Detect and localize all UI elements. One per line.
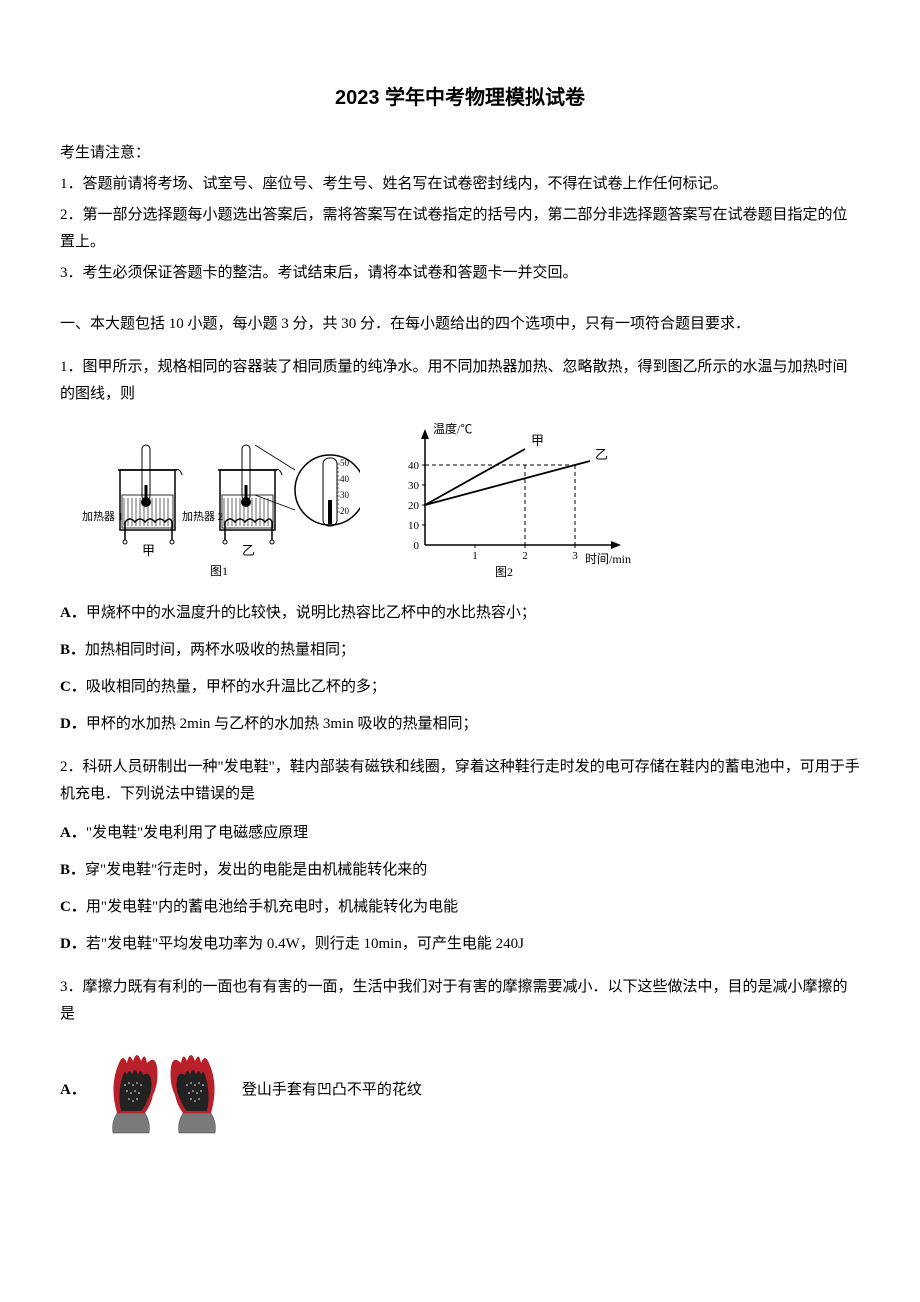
svg-text:30: 30 — [340, 490, 350, 500]
figure-2-chart: 温度/℃ 时间/min 0 10 20 30 40 — [380, 420, 640, 580]
beaker2-label: 乙 — [242, 543, 255, 558]
q3-option-a-label: A． — [60, 1077, 86, 1104]
chart-line1-label: 甲 — [531, 433, 544, 448]
svg-text:40: 40 — [340, 474, 350, 484]
q1-option-a: A．甲烧杯中的水温度升的比较快，说明比热容比乙杯中的水比热容小； — [60, 600, 860, 627]
q1-option-d: D．甲杯的水加热 2min 与乙杯的水加热 3min 吸收的热量相同； — [60, 711, 860, 738]
q2-option-d: D．若"发电鞋"平均发电功率为 0.4W，则行走 10min，可产生电能 240… — [60, 931, 860, 958]
chart-line2-label: 乙 — [595, 447, 608, 462]
figure-1-icon: 加热器 1 甲 — [80, 430, 360, 580]
svg-text:3: 3 — [572, 550, 578, 562]
svg-text:20: 20 — [340, 506, 350, 516]
notice-2: 2．第一部分选择题每小题选出答案后，需将答案写在试卷指定的括号内，第二部分非选择… — [60, 202, 860, 256]
svg-text:20: 20 — [408, 500, 420, 512]
section-1-header: 一、本大题包括 10 小题，每小题 3 分，共 30 分．在每小题给出的四个选项… — [60, 311, 860, 338]
question-3: 3．摩擦力既有有利的一面也有有害的一面，生活中我们对于有害的摩擦需要减小．以下这… — [60, 974, 860, 1140]
q2-text: 2．科研人员研制出一种"发电鞋"，鞋内部装有磁铁和线圈，穿着这种鞋行走时发的电可… — [60, 754, 860, 808]
q1-option-b: B．加热相同时间，两杯水吸收的热量相同； — [60, 637, 860, 664]
chart-x-label: 时间/min — [585, 552, 631, 566]
q3-option-a: A． — [60, 1040, 860, 1140]
q1-text: 1．图甲所示，规格相同的容器装了相同质量的纯净水。用不同加热器加热、忽略散热，得… — [60, 354, 860, 408]
q3-text: 3．摩擦力既有有利的一面也有有害的一面，生活中我们对于有害的摩擦需要减小．以下这… — [60, 974, 860, 1028]
svg-text:2: 2 — [522, 550, 528, 562]
notice-header: 考生请注意： — [60, 140, 860, 167]
heater1-label: 加热器 1 — [82, 510, 123, 523]
page-title: 2023 学年中考物理模拟试卷 — [60, 80, 860, 116]
q2-option-a: A．"发电鞋"发电利用了电磁感应原理 — [60, 820, 860, 847]
chart-y-label: 温度/℃ — [433, 421, 472, 436]
question-1: 1．图甲所示，规格相同的容器装了相同质量的纯净水。用不同加热器加热、忽略散热，得… — [60, 354, 860, 738]
beaker1-label: 甲 — [142, 543, 155, 558]
notice-1: 1．答题前请将考场、试室号、座位号、考生号、姓名写在试卷密封线内，不得在试卷上作… — [60, 171, 860, 198]
svg-text:0: 0 — [414, 540, 420, 552]
q1-option-c: C．吸收相同的热量，甲杯的水升温比乙杯的多； — [60, 674, 860, 701]
svg-text:10: 10 — [408, 520, 420, 532]
q1-figures: 加热器 1 甲 — [80, 420, 860, 580]
q2-option-b: B．穿"发电鞋"行走时，发出的电能是由机械能转化来的 — [60, 857, 860, 884]
heater2-label: 加热器 2 — [182, 510, 223, 523]
gloves-icon — [94, 1040, 234, 1140]
q2-option-c: C．用"发电鞋"内的蓄电池给手机充电时，机械能转化为电能 — [60, 894, 860, 921]
svg-text:40: 40 — [408, 460, 420, 472]
svg-text:50: 50 — [340, 458, 350, 468]
svg-text:30: 30 — [408, 480, 420, 492]
question-2: 2．科研人员研制出一种"发电鞋"，鞋内部装有磁铁和线圈，穿着这种鞋行走时发的电可… — [60, 754, 860, 958]
fig2-label: 图2 — [495, 565, 513, 579]
q3-option-a-text: 登山手套有凹凸不平的花纹 — [242, 1077, 422, 1104]
notice-3: 3．考生必须保证答题卡的整洁。考试结束后，请将本试卷和答题卡一并交回。 — [60, 260, 860, 287]
fig1-label: 图1 — [210, 564, 228, 578]
svg-text:1: 1 — [472, 550, 478, 562]
